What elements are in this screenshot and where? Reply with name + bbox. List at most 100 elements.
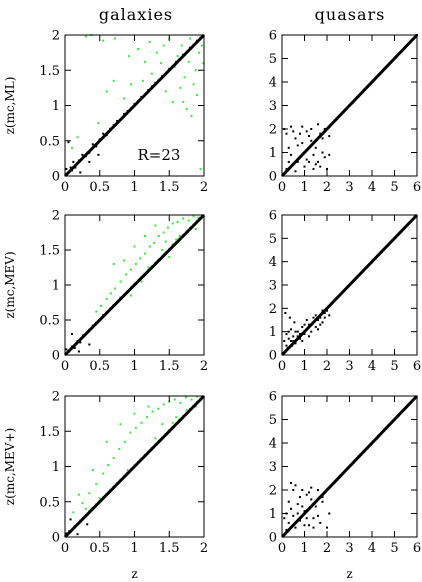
qso-mevplus-series-0-point-29 — [321, 496, 324, 499]
qso-ml-xtick-label-3: 3 — [345, 180, 353, 195]
gal-mev-ytick-label-2: 1 — [52, 279, 60, 294]
qso-ml-series-0-point-21 — [285, 167, 288, 170]
gal-mevplus-series-1-point-41 — [69, 518, 72, 521]
qso-mev-series-0-point-6 — [296, 330, 299, 333]
qso-ml-series-0-point-34 — [305, 158, 308, 161]
qso-ml-series-0-point-24 — [299, 132, 301, 135]
qso-mev-series-0-point-8 — [301, 326, 304, 328]
gal-ml-series-0-point-27 — [198, 51, 201, 54]
gal-mev-series-1-point-0 — [65, 348, 68, 351]
gal-mevplus-series-0-point-20 — [190, 398, 193, 401]
qso-mev-series-0-point-33 — [301, 340, 304, 342]
qso-ml-ytick-label-0: 0 — [269, 170, 277, 185]
gal-mev-series-0-point-3 — [109, 292, 112, 295]
gal-mev-xtick-label-1: 0.5 — [89, 359, 110, 374]
gal-mevplus-series-0-point-36 — [171, 421, 174, 424]
qso-mevplus-series-0-point-35 — [310, 486, 313, 489]
qso-mevplus-series-0-point-0 — [283, 517, 286, 520]
gal-ml-series-0-point-13 — [155, 51, 158, 54]
gal-ml-series-0-point-26 — [196, 93, 199, 96]
qso-mev-series-0-point-34 — [305, 319, 308, 321]
gal-mev-series-0-point-18 — [182, 217, 185, 220]
qso-mevplus-series-0-point-28 — [317, 514, 319, 517]
qso-mev-series-0-point-38 — [323, 316, 326, 319]
qso-mev-ytick-label-0: 0 — [269, 349, 277, 364]
qso-mev-series-0-point-1 — [285, 333, 288, 335]
qso-ml-diagonal-locus — [280, 33, 419, 178]
gal-mev-series-1-point-41 — [70, 333, 73, 335]
gal-mev-series-0-point-16 — [171, 222, 174, 225]
gal-mevplus-series-0-point-1 — [81, 502, 84, 505]
qso-mev-ytick-label-5: 5 — [269, 232, 277, 247]
gal-mevplus-series-0-point-24 — [105, 440, 108, 443]
gal-mevplus-xtick-label-2: 1 — [130, 541, 138, 556]
gal-ml-series-0-point-9 — [127, 55, 130, 58]
gal-mevplus-ylabel: z(mc,MEV+) — [3, 428, 17, 505]
gal-ml-xtick-label-1: 0.5 — [89, 180, 110, 195]
qso-ml-series-0-point-31 — [292, 130, 295, 133]
qso-mevplus-series-0-point-17 — [321, 500, 324, 503]
qso-mevplus-ytick-label-6: 6 — [269, 390, 277, 405]
qso-ml-series-0-point-39 — [328, 135, 331, 138]
gal-ml-series-1-point-44 — [88, 160, 91, 163]
gal-ml-series-0-point-36 — [130, 83, 133, 86]
qso-mev-series-0-point-29 — [321, 309, 324, 312]
gal-mevplus-ytick-label-4: 2 — [52, 390, 60, 405]
qso-mev-series-0-point-24 — [299, 333, 301, 335]
qso-mevplus-series-0-point-10 — [305, 493, 308, 496]
qso-mevplus-series-0-point-15 — [317, 489, 319, 491]
gal-mev-series-0-point-6 — [125, 273, 128, 276]
gal-mevplus-diagonal-locus — [63, 394, 206, 539]
qso-mevplus-series-0-point-8 — [301, 489, 304, 491]
qso-ml-series-0-point-3 — [290, 153, 292, 156]
gal-ml-series-0-point-14 — [162, 44, 165, 47]
gal-mev-series-0-point-28 — [175, 238, 178, 241]
gal-mev-series-0-point-23 — [123, 259, 126, 262]
gal-mev-ylabel: z(mc,MEV) — [3, 251, 17, 318]
gal-mevplus-series-0-point-35 — [154, 437, 157, 440]
gal-mevplus-series-0-point-4 — [102, 472, 105, 475]
qso-mevplus-ytick-label-0: 0 — [269, 531, 277, 546]
qso-mev-series-0-point-0 — [283, 340, 286, 342]
qso-mevplus-series-0-point-23 — [294, 526, 297, 529]
gal-ml-series-0-point-25 — [194, 69, 197, 72]
gal-mevplus-series-0-point-9 — [129, 431, 132, 434]
qso-mev-series-0-point-2 — [287, 337, 290, 340]
gal-mev-diagonal-locus — [63, 213, 206, 357]
qso-mev-series-0-point-19 — [326, 309, 328, 312]
qso-ml-xtick-label-4: 4 — [368, 180, 376, 195]
qso-ml-series-0-point-27 — [312, 167, 315, 170]
gal-mev-series-0-point-35 — [130, 294, 133, 297]
qso-mevplus-series-0-point-2 — [287, 521, 290, 524]
gal-ml-xtick-label-0: 0 — [61, 180, 69, 195]
qso-ml-series-0-point-12 — [310, 139, 313, 142]
gal-mevplus-series-0-point-25 — [119, 423, 122, 426]
gal-mevplus-series-0-point-11 — [140, 421, 143, 424]
gal-mev-series-0-point-7 — [130, 268, 133, 271]
qso-mev-series-0-point-3 — [290, 328, 292, 331]
qso-mevplus-diagonal-locus — [280, 394, 419, 539]
gal-mev-series-0-point-4 — [114, 287, 117, 290]
qso-mev-series-0-point-36 — [314, 314, 317, 317]
gal-ml-series-0-point-21 — [185, 108, 188, 111]
gal-mev-series-0-point-22 — [112, 263, 115, 265]
qso-mevplus-series-0-point-26 — [308, 491, 310, 494]
qso-ml-xtick-label-0: 0 — [278, 180, 286, 195]
gal-mevplus-ytick-label-3: 1.5 — [39, 425, 60, 440]
qso-mev-ytick-label-6: 6 — [269, 209, 277, 224]
qso-mevplus-series-0-point-24 — [299, 496, 301, 499]
qso-mev-series-0-point-40 — [288, 316, 291, 319]
gal-mev-ytick-label-3: 1.5 — [39, 244, 60, 259]
gal-ml-series-0-point-31 — [164, 90, 167, 93]
qso-mev-series-0-point-26 — [308, 335, 310, 338]
gal-mev-series-0-point-25 — [143, 235, 146, 237]
gal-mev-series-0-point-27 — [164, 240, 167, 243]
gal-mevplus-series-0-point-5 — [107, 464, 110, 467]
qso-mev-series-0-point-27 — [312, 316, 315, 319]
gal-ml-series-0-point-20 — [183, 76, 186, 79]
gal-mev-series-1-point-3 — [73, 347, 76, 349]
qso-mevplus-ytick-label-1: 1 — [269, 507, 277, 522]
